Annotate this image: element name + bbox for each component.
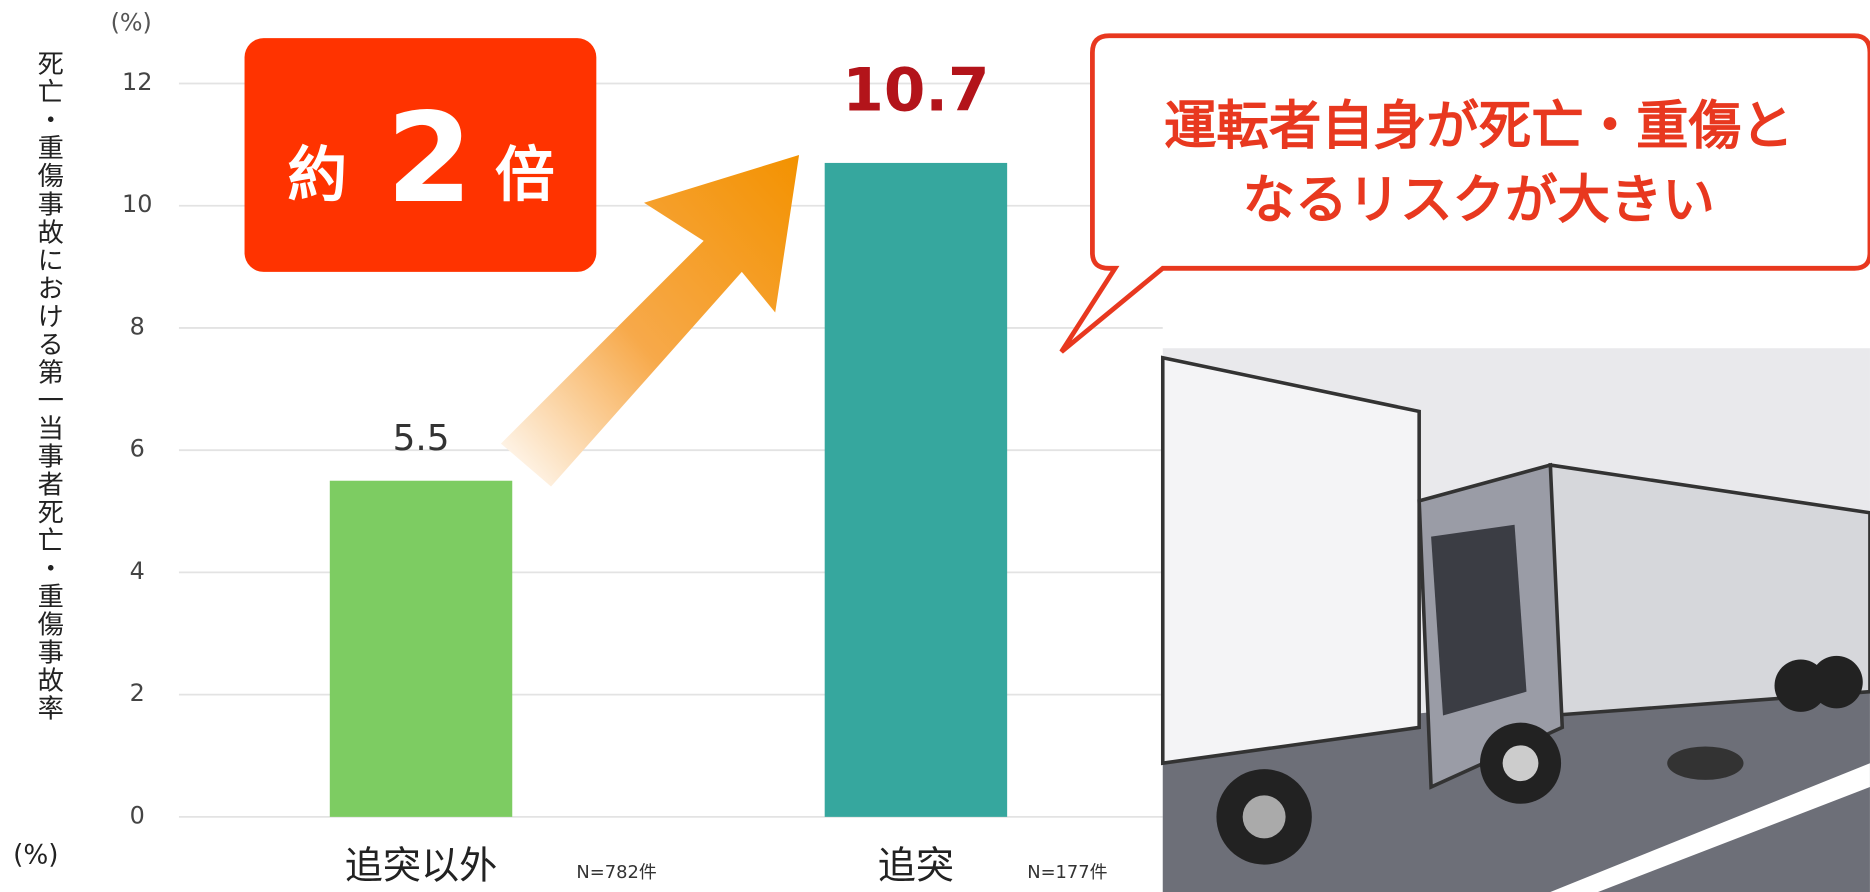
x-tick-label: 追突 [878, 844, 954, 888]
bar [825, 163, 1007, 817]
badge-text: 約 [287, 141, 347, 210]
illustration [1163, 348, 1870, 892]
y-label-unit: (%) [13, 841, 58, 871]
x-tick-label: 追突以外 [345, 844, 498, 888]
y-tick-label: 10 [122, 190, 152, 218]
y-axis-label: 死亡・重傷事故における第一当事者死亡・重傷事故率 [33, 50, 64, 722]
y-tick-label: 2 [130, 679, 145, 707]
bar [330, 481, 512, 817]
y-tick-label: 8 [130, 312, 145, 340]
y-tick-label: 0 [130, 801, 145, 829]
value-label: 5.5 [393, 418, 450, 459]
value-label: 10.7 [842, 56, 989, 125]
chart: (%) 死亡・重傷事故における第一当事者死亡・重傷事故率 (%) 0 2 4 6 8 10… [0, 0, 1870, 892]
y-tick-label: 12 [122, 68, 152, 96]
callout-text: なるリスクが大きい [1243, 169, 1715, 230]
callout-text: 運転者自身が死亡・重傷と [1164, 95, 1794, 156]
y-tick-label: 4 [130, 557, 145, 585]
badge-number: 2 [386, 87, 472, 231]
category-note: N=782件 [576, 862, 656, 883]
y-unit: (%) [111, 8, 152, 36]
badge-text: 倍 [495, 141, 555, 210]
y-tick-label: 6 [130, 435, 145, 463]
category-note: N=177件 [1027, 862, 1107, 883]
